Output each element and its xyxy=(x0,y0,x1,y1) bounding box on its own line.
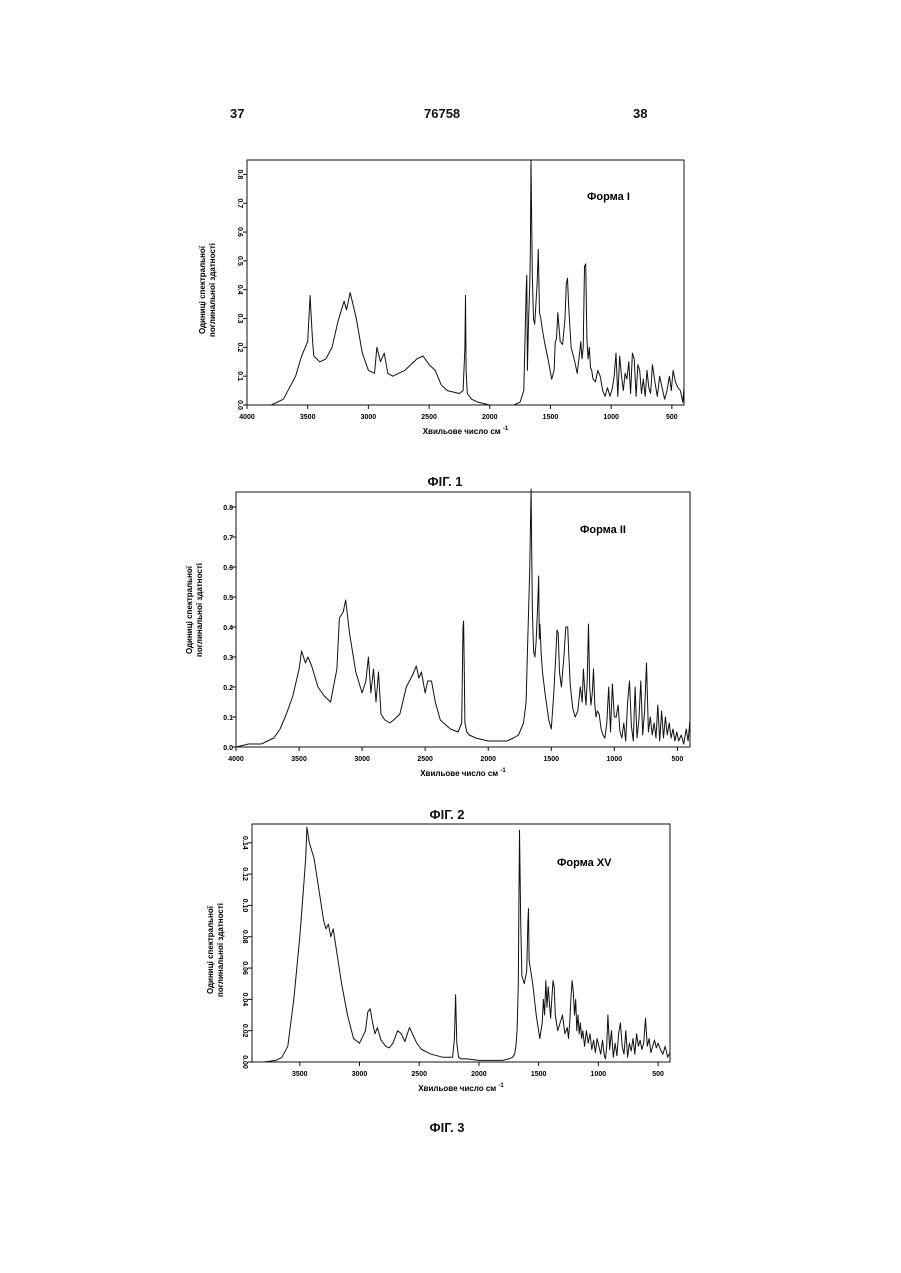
y-tick-label: 0.1 xyxy=(223,715,233,722)
y-axis-label: Одиниці спектральноїпоглинальної здатнос… xyxy=(198,243,217,337)
y-axis-label: Одиниці спектральноїпоглинальної здатнос… xyxy=(206,903,225,997)
x-tick-label: 3500 xyxy=(292,1071,308,1078)
x-tick-label: 500 xyxy=(672,756,684,763)
x-tick-label: 500 xyxy=(666,414,678,421)
x-tick-label: 500 xyxy=(652,1071,664,1078)
spectrum-chart-3: 3500 3000 2500 2000 1500 1000 500 0.00 0.02 0.04 0… xyxy=(206,824,670,1093)
x-axis-label: Хвильове число см -1 xyxy=(423,426,509,436)
y-tick-label: 0.6 xyxy=(223,565,233,572)
figure-1-caption: ФІГ. 1 xyxy=(385,474,505,489)
x-tick-label: 1500 xyxy=(543,414,559,421)
y-tick-label: 0.10 xyxy=(241,899,248,913)
y-tick-label: 0.0 xyxy=(223,745,233,752)
series-legend: Форма I xyxy=(587,191,630,203)
x-tick-label: 2000 xyxy=(482,414,498,421)
y-tick-label: 0.3 xyxy=(223,655,233,662)
y-tick-label: 0.3 xyxy=(236,314,243,324)
y-axis-label: Одиниці спектральноїпоглинальної здатнос… xyxy=(185,563,204,657)
y-tick-label: 0.6 xyxy=(236,227,243,237)
y-tick-label: 0.7 xyxy=(223,535,233,542)
x-tick-label: 3000 xyxy=(354,756,370,763)
x-tick-label: 1500 xyxy=(543,756,559,763)
y-tick-label: 0.00 xyxy=(241,1055,248,1069)
y-tick-label: 0.2 xyxy=(223,685,233,692)
y-tick-label: 0.5 xyxy=(223,595,233,602)
figure-2-caption: ФІГ. 2 xyxy=(387,807,507,822)
x-tick-label: 4000 xyxy=(239,414,255,421)
y-tick-label: 0.1 xyxy=(236,371,243,381)
y-tick-label: 0.4 xyxy=(223,625,233,632)
y-tick-label: 0.8 xyxy=(223,505,233,512)
series-legend: Форма II xyxy=(580,524,626,536)
series-legend: Форма XV xyxy=(557,857,612,869)
y-tick-label: 0.8 xyxy=(236,170,243,180)
x-tick-label: 1000 xyxy=(603,414,619,421)
x-tick-label: 2000 xyxy=(480,756,496,763)
x-axis-label-unit-exponent: -1 xyxy=(503,426,509,432)
y-tick-label: 0.7 xyxy=(236,198,243,208)
x-tick-label: 3000 xyxy=(352,1071,368,1078)
spectrum-chart-1: 4000 3500 3000 2500 2000 1500 1000 500 0.0 0.1 0.2… xyxy=(198,160,684,436)
x-axis-label-unit-exponent: -1 xyxy=(500,768,506,774)
y-axis-label-line-2: поглинальної здатності xyxy=(195,563,204,657)
x-tick-label: 3500 xyxy=(291,756,307,763)
x-tick-label: 1000 xyxy=(591,1071,607,1078)
spectrum-chart-2: 4000 3500 3000 2500 2000 1500 1000 500 0.0 0.1 0.2… xyxy=(185,489,690,778)
y-tick-label: 0.5 xyxy=(236,256,243,266)
y-axis-label-line-1: Одиниці спектральної xyxy=(198,245,207,334)
x-tick-label: 1500 xyxy=(531,1071,547,1078)
x-tick-label: 2000 xyxy=(471,1071,487,1078)
x-tick-label: 1000 xyxy=(607,756,623,763)
x-tick-label: 2500 xyxy=(411,1071,427,1078)
x-tick-label: 2500 xyxy=(417,756,433,763)
y-tick-label: 0.04 xyxy=(241,993,248,1007)
x-tick-label: 3000 xyxy=(361,414,377,421)
y-tick-label: 0.02 xyxy=(241,1024,248,1038)
x-tick-label: 2500 xyxy=(421,414,437,421)
y-tick-label: 0.12 xyxy=(241,867,248,881)
x-tick-label: 4000 xyxy=(228,756,244,763)
y-axis-label-line-2: поглинальної здатності xyxy=(208,243,217,337)
x-axis-label: Хвильове число см -1 xyxy=(420,768,506,778)
y-tick-label: 0.0 xyxy=(236,400,243,410)
y-axis-label-line-1: Одиниці спектральної xyxy=(185,565,194,654)
figure-3-caption: ФІГ. 3 xyxy=(387,1120,507,1135)
x-tick-label: 3500 xyxy=(300,414,316,421)
y-tick-label: 0.06 xyxy=(241,961,248,975)
y-tick-label: 0.4 xyxy=(236,285,243,295)
y-tick-label: 0.08 xyxy=(241,930,248,944)
y-axis-label-line-2: поглинальної здатності xyxy=(216,903,225,997)
x-axis-label: Хвильове число см -1 xyxy=(418,1083,504,1093)
y-tick-label: 0.2 xyxy=(236,342,243,352)
y-tick-label: 0.14 xyxy=(241,836,248,850)
y-axis-label-line-1: Одиниці спектральної xyxy=(206,905,215,994)
x-axis-label-unit-exponent: -1 xyxy=(498,1083,504,1089)
